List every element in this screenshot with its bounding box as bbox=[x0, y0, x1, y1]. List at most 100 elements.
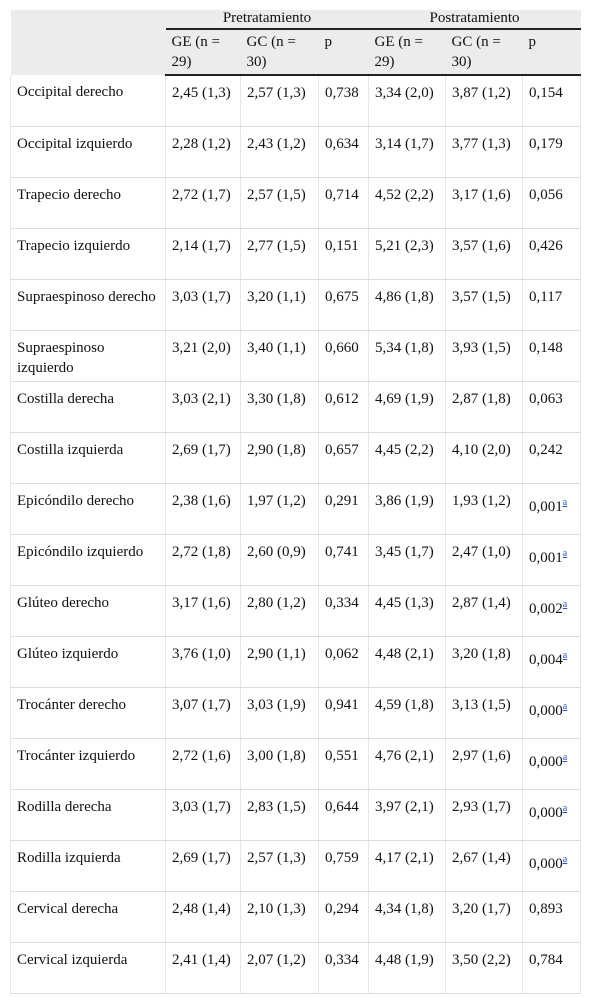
table-row: Supraespinoso izquierdo 3,21 (2,0) 3,40 (1… bbox=[10, 330, 581, 382]
cell: 0,291 bbox=[318, 483, 369, 535]
footnote-link[interactable]: a bbox=[562, 497, 568, 508]
row-label: Epicóndilo izquierdo bbox=[10, 534, 166, 586]
cell: 3,97 (2,1) bbox=[368, 789, 446, 841]
cell: 4,76 (2,1) bbox=[368, 738, 446, 790]
cell: 0,660 bbox=[318, 330, 369, 382]
cell-value: 4,45 (1,3) bbox=[375, 595, 434, 611]
group-header: Pretratamiento bbox=[165, 10, 369, 30]
cell: 2,77 (1,5) bbox=[240, 228, 319, 280]
cell: 0,151 bbox=[318, 228, 369, 280]
cell: 3,21 (2,0) bbox=[165, 330, 241, 382]
table-row: Rodilla derecha 3,03 (1,7) 2,83 (1,5) 0,644… bbox=[10, 789, 581, 841]
cell-value: 3,03 (1,7) bbox=[172, 289, 231, 305]
row-label: Supraespinoso izquierdo bbox=[10, 330, 166, 382]
cell-value: 0,426 bbox=[529, 238, 563, 254]
table-row: Occipital derecho 2,45 (1,3) 2,57 (1,3) 0,7… bbox=[10, 75, 581, 127]
cell: 3,20 (1,7) bbox=[445, 891, 523, 943]
cell-value: 0,741 bbox=[325, 544, 359, 560]
cell-value: 2,72 (1,6) bbox=[172, 748, 231, 764]
cell: 0,002a bbox=[522, 585, 581, 637]
table-row: Costilla izquierda 2,69 (1,7) 2,90 (1,8) 0,… bbox=[10, 432, 581, 484]
footnote-link[interactable]: a bbox=[562, 701, 568, 712]
cell-value: 0,154 bbox=[529, 85, 563, 101]
cell-value: 0,002 bbox=[529, 601, 563, 617]
cell-value: 2,57 (1,5) bbox=[247, 187, 306, 203]
cell-value: 0,334 bbox=[325, 595, 359, 611]
cell: 2,83 (1,5) bbox=[240, 789, 319, 841]
cell-value: 3,00 (1,8) bbox=[247, 748, 306, 764]
cell: 2,28 (1,2) bbox=[165, 126, 241, 178]
cell-value: 2,67 (1,4) bbox=[452, 850, 511, 866]
cell-value: 0,000 bbox=[529, 856, 563, 872]
group-header: Postratamiento bbox=[368, 10, 581, 30]
row-label: Occipital izquierdo bbox=[10, 126, 166, 178]
cell: 0,426 bbox=[522, 228, 581, 280]
cell: 4,17 (2,1) bbox=[368, 840, 446, 892]
cell: 0,551 bbox=[318, 738, 369, 790]
cell-value: 4,48 (2,1) bbox=[375, 646, 434, 662]
cell: 1,97 (1,2) bbox=[240, 483, 319, 535]
cell: 0,179 bbox=[522, 126, 581, 178]
cell: 0,056 bbox=[522, 177, 581, 229]
table-header: Pretratamiento Postratamiento GE (n = 29… bbox=[10, 10, 581, 76]
cell-value: 3,57 (1,6) bbox=[452, 238, 511, 254]
cell-value: 0,657 bbox=[325, 442, 359, 458]
cell: 4,59 (1,8) bbox=[368, 687, 446, 739]
cell-value: 0,001 bbox=[529, 550, 563, 566]
cell-value: 3,50 (2,2) bbox=[452, 952, 511, 968]
footnote-link[interactable]: a bbox=[562, 803, 568, 814]
corner bbox=[10, 10, 166, 75]
cell-value: 4,17 (2,1) bbox=[375, 850, 434, 866]
cell-value: 4,52 (2,2) bbox=[375, 187, 434, 203]
row-label: Glúteo derecho bbox=[10, 585, 166, 637]
footnote: a bbox=[563, 545, 567, 559]
cell: 2,90 (1,1) bbox=[240, 636, 319, 688]
footnote-link[interactable]: a bbox=[562, 650, 568, 661]
cell-value: 2,14 (1,7) bbox=[172, 238, 231, 254]
cell-value: 0,294 bbox=[325, 901, 359, 917]
cell: 2,45 (1,3) bbox=[165, 75, 241, 127]
cell: 4,34 (1,8) bbox=[368, 891, 446, 943]
cell: 3,34 (2,0) bbox=[368, 75, 446, 127]
cell-value: 2,80 (1,2) bbox=[247, 595, 306, 611]
table-row: Trapecio derecho 2,72 (1,7) 2,57 (1,5) 0,71… bbox=[10, 177, 581, 229]
cell: 3,03 (1,7) bbox=[165, 279, 241, 331]
cell: 0,294 bbox=[318, 891, 369, 943]
row-label: Rodilla izquierda bbox=[10, 840, 166, 892]
row-label: Trocánter derecho bbox=[10, 687, 166, 739]
cell-value: 0,056 bbox=[529, 187, 563, 203]
cell-value: 4,86 (1,8) bbox=[375, 289, 434, 305]
cell-value: 2,87 (1,8) bbox=[452, 391, 511, 407]
cell: 2,87 (1,8) bbox=[445, 381, 523, 433]
footnote-link[interactable]: a bbox=[562, 752, 568, 763]
cell-value: 3,21 (2,0) bbox=[172, 340, 231, 356]
cell-value: 0,151 bbox=[325, 238, 359, 254]
cell: 0,242 bbox=[522, 432, 581, 484]
footnote: a bbox=[563, 851, 567, 865]
cell: 0,784 bbox=[522, 942, 581, 994]
cell: 3,17 (1,6) bbox=[165, 585, 241, 637]
footnote-link[interactable]: a bbox=[562, 854, 568, 865]
cell: 4,52 (2,2) bbox=[368, 177, 446, 229]
cell: 3,45 (1,7) bbox=[368, 534, 446, 586]
table-row: Trocánter izquierdo 2,72 (1,6) 3,00 (1,8) 0… bbox=[10, 738, 581, 790]
cell-value: 2,57 (1,3) bbox=[247, 850, 306, 866]
cell-value: 2,97 (1,6) bbox=[452, 748, 511, 764]
footnote-link[interactable]: a bbox=[562, 599, 568, 610]
table-body: Occipital derecho 2,45 (1,3) 2,57 (1,3) 0,7… bbox=[10, 75, 581, 994]
cell: 0,154 bbox=[522, 75, 581, 127]
cell-value: 4,10 (2,0) bbox=[452, 442, 511, 458]
cell: 4,86 (1,8) bbox=[368, 279, 446, 331]
cell-value: 0,000 bbox=[529, 805, 563, 821]
cell-value: 4,59 (1,8) bbox=[375, 697, 434, 713]
cell: 2,72 (1,6) bbox=[165, 738, 241, 790]
cell: 2,69 (1,7) bbox=[165, 840, 241, 892]
cell-value: 3,20 (1,1) bbox=[247, 289, 306, 305]
footnote-link[interactable]: a bbox=[562, 548, 568, 559]
cell: 0,000a bbox=[522, 687, 581, 739]
cell: 0,675 bbox=[318, 279, 369, 331]
subheader-row: GE (n = 29) GC (n = 30) p GE (n = 29) GC (n … bbox=[11, 29, 581, 76]
cell-value: 0,148 bbox=[529, 340, 563, 356]
cell: 0,657 bbox=[318, 432, 369, 484]
cell: 2,10 (1,3) bbox=[240, 891, 319, 943]
